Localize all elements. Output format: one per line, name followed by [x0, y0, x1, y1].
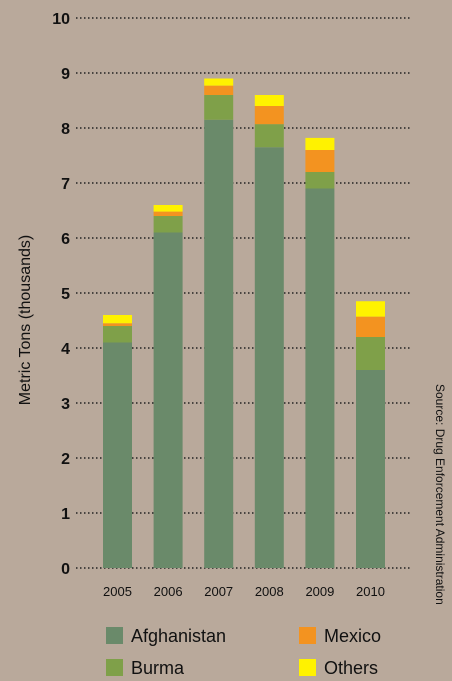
legend-swatch-afghanistan — [106, 627, 123, 644]
y-tick-label: 8 — [61, 121, 70, 138]
bar-burma-2009 — [305, 172, 335, 189]
y-tick-label: 2 — [61, 451, 70, 468]
bar-burma-2008 — [254, 124, 284, 148]
legend-label-burma: Burma — [131, 658, 185, 678]
bar-others-2009 — [305, 137, 335, 150]
y-tick-label: 7 — [61, 176, 70, 193]
legend-swatch-burma — [106, 659, 123, 676]
y-tick-label: 4 — [61, 341, 70, 358]
bar-afghanistan-2010 — [356, 370, 385, 568]
bar-burma-2005 — [103, 326, 132, 343]
y-tick-label: 1 — [61, 506, 70, 523]
y-tick-label: 9 — [61, 66, 70, 83]
legend-label-others: Others — [324, 658, 378, 678]
x-tick-label: 2010 — [356, 584, 385, 599]
y-tick-label: 6 — [61, 231, 70, 248]
legend-label-afghanistan: Afghanistan — [131, 626, 226, 646]
y-tick-label: 10 — [52, 11, 70, 28]
y-tick-label: 0 — [61, 561, 70, 578]
bar-mexico-2008 — [254, 106, 284, 125]
x-tick-label: 2005 — [103, 584, 132, 599]
x-tick-label: 2009 — [305, 584, 334, 599]
bar-afghanistan-2007 — [204, 119, 234, 568]
legend-swatch-mexico — [299, 627, 316, 644]
bar-mexico-2005 — [103, 323, 132, 326]
bars — [103, 78, 385, 568]
bar-mexico-2007 — [204, 85, 234, 95]
bar-mexico-2009 — [305, 150, 335, 172]
bar-mexico-2010 — [356, 316, 385, 337]
y-tick-label: 3 — [61, 396, 70, 413]
y-tick-label: 5 — [61, 286, 70, 303]
x-axis-ticks: 2005 2006 2007 2008 2009 2010 — [103, 584, 385, 599]
bar-others-2006 — [153, 205, 183, 212]
legend: Afghanistan Mexico Burma Others — [106, 626, 381, 678]
x-tick-label: 2007 — [204, 584, 233, 599]
bar-burma-2007 — [204, 95, 234, 120]
bar-afghanistan-2006 — [153, 232, 183, 568]
bar-others-2010 — [356, 301, 385, 317]
bar-burma-2006 — [153, 216, 183, 233]
source-note: Source: Drug Enforcement Administration — [433, 384, 447, 605]
x-tick-label: 2008 — [255, 584, 284, 599]
bar-afghanistan-2008 — [254, 147, 284, 568]
bar-mexico-2006 — [153, 211, 183, 216]
legend-swatch-others — [299, 659, 316, 676]
bar-others-2008 — [254, 95, 284, 106]
bar-others-2005 — [103, 315, 132, 324]
x-tick-label: 2006 — [154, 584, 183, 599]
y-axis-label: Metric Tons (thousands) — [17, 235, 34, 405]
bar-afghanistan-2005 — [103, 342, 132, 568]
bar-afghanistan-2009 — [305, 188, 335, 568]
bar-burma-2010 — [356, 337, 385, 370]
y-axis-ticks: 0 1 2 3 4 5 6 7 8 9 10 — [52, 11, 70, 578]
legend-label-mexico: Mexico — [324, 626, 381, 646]
bar-others-2007 — [204, 78, 234, 86]
